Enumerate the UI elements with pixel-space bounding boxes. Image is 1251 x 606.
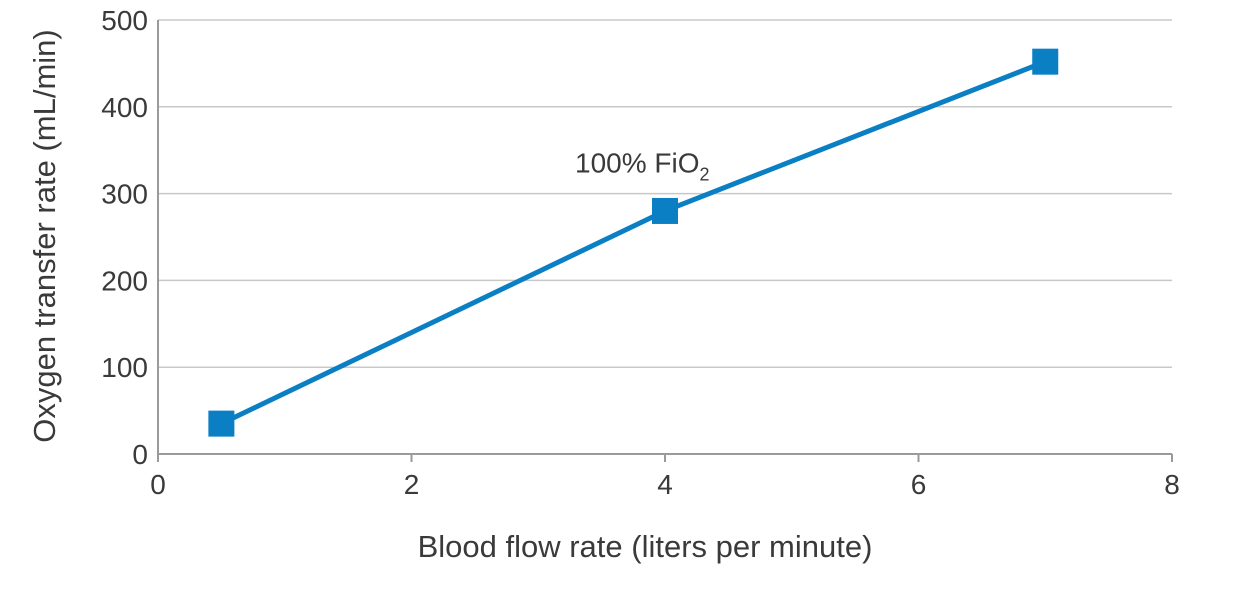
data-point-0	[208, 410, 235, 437]
annotation-subscript: 2	[700, 165, 710, 185]
y-tick-label-200: 200	[101, 265, 148, 296]
axes	[157, 20, 1173, 462]
annotation-fio2: 100% FiO2	[575, 148, 710, 185]
series	[208, 48, 1059, 437]
x-tick-label-4: 4	[657, 469, 673, 500]
y-tick-label-500: 500	[101, 5, 148, 36]
y-tick-label-0: 0	[132, 439, 148, 470]
annotation-main-text: 100% FiO	[575, 148, 700, 179]
x-axis-title: Blood flow rate (liters per minute)	[418, 529, 873, 564]
y-axis-title: Oxygen transfer rate (mL/min)	[27, 29, 62, 442]
data-point-2	[1032, 48, 1059, 75]
x-tick-label-0: 0	[150, 469, 166, 500]
grid	[158, 19, 1172, 368]
tick-labels: 0 100 200 300 400 500 0 2 4 6 8	[101, 5, 1180, 500]
data-point-1	[652, 197, 678, 224]
y-tick-label-400: 400	[101, 92, 148, 123]
y-tick-label-300: 300	[101, 179, 148, 210]
series-line-0	[220, 59, 1047, 426]
y-tick-label-100: 100	[101, 352, 148, 383]
x-tick-label-2: 2	[404, 469, 420, 500]
x-tick-label-6: 6	[911, 469, 927, 500]
x-tick-label-8: 8	[1164, 469, 1180, 500]
